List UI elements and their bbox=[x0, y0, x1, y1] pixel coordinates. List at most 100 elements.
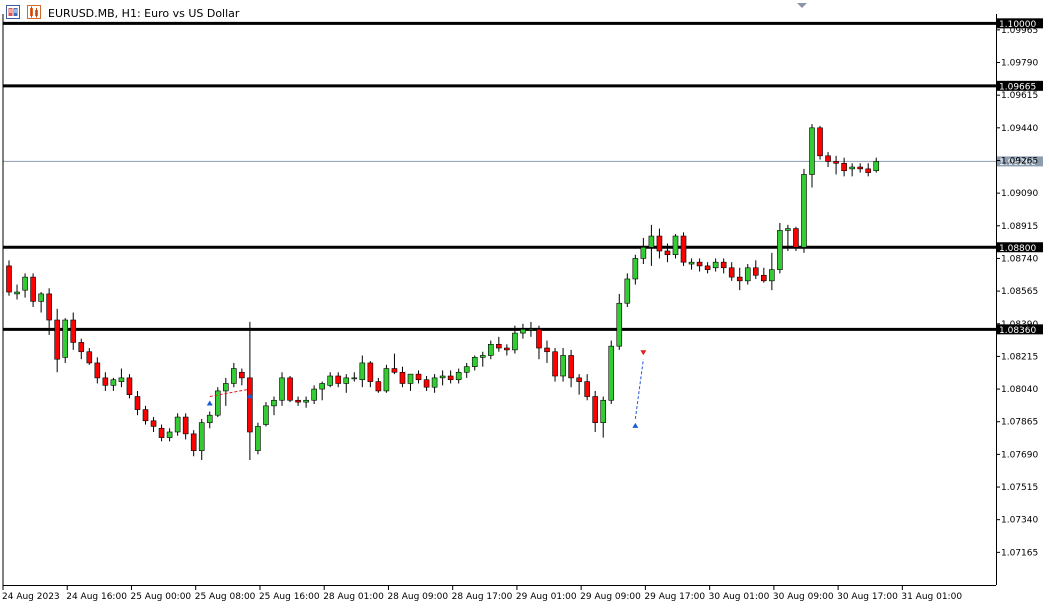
candle[interactable] bbox=[102, 372, 109, 391]
candle[interactable] bbox=[761, 267, 767, 283]
candle[interactable] bbox=[30, 273, 36, 307]
candle[interactable] bbox=[752, 260, 759, 279]
candle[interactable] bbox=[295, 396, 301, 406]
candle[interactable] bbox=[704, 262, 711, 274]
candle[interactable] bbox=[54, 308, 60, 373]
candle[interactable] bbox=[777, 222, 783, 274]
candle[interactable] bbox=[327, 372, 334, 388]
candle[interactable] bbox=[319, 381, 325, 401]
candle[interactable] bbox=[833, 155, 839, 175]
candle[interactable] bbox=[223, 377, 229, 406]
candle[interactable] bbox=[335, 372, 342, 388]
candle[interactable] bbox=[359, 355, 366, 388]
candle[interactable] bbox=[664, 243, 671, 263]
candle[interactable] bbox=[239, 368, 245, 386]
candle[interactable] bbox=[865, 163, 872, 177]
candle[interactable] bbox=[279, 372, 285, 406]
candle[interactable] bbox=[463, 362, 470, 378]
candle[interactable] bbox=[487, 340, 494, 360]
candle[interactable] bbox=[70, 312, 77, 350]
candle[interactable] bbox=[656, 228, 663, 259]
candle[interactable] bbox=[447, 370, 454, 384]
candle[interactable] bbox=[496, 336, 502, 352]
candle[interactable] bbox=[712, 258, 719, 272]
candle[interactable] bbox=[158, 424, 165, 442]
candle[interactable] bbox=[769, 252, 775, 291]
candle[interactable] bbox=[247, 321, 253, 460]
candle[interactable] bbox=[86, 348, 93, 365]
candle[interactable] bbox=[680, 232, 687, 266]
candle[interactable] bbox=[46, 288, 52, 335]
candle[interactable] bbox=[343, 374, 350, 393]
candle[interactable] bbox=[584, 374, 590, 401]
candle[interactable] bbox=[134, 390, 141, 416]
candle[interactable] bbox=[255, 422, 261, 455]
trade-levels-icon[interactable] bbox=[27, 5, 41, 19]
candle[interactable] bbox=[592, 390, 598, 432]
candle[interactable] bbox=[536, 325, 542, 360]
candle[interactable] bbox=[728, 262, 735, 281]
candle[interactable] bbox=[22, 273, 28, 298]
candle[interactable] bbox=[126, 374, 133, 399]
candle[interactable] bbox=[110, 377, 117, 391]
candle[interactable] bbox=[423, 376, 430, 391]
candle[interactable] bbox=[190, 430, 197, 457]
candle[interactable] bbox=[736, 267, 743, 291]
candle[interactable] bbox=[528, 321, 534, 337]
candle[interactable] bbox=[287, 376, 293, 403]
candle[interactable] bbox=[231, 362, 237, 388]
candle[interactable] bbox=[785, 224, 791, 251]
candle[interactable] bbox=[672, 234, 679, 259]
candle[interactable] bbox=[383, 364, 390, 393]
candle[interactable] bbox=[640, 237, 647, 265]
candle[interactable] bbox=[544, 340, 550, 363]
candle[interactable] bbox=[600, 396, 607, 438]
candle[interactable] bbox=[367, 361, 374, 388]
buy-arrow-icon[interactable] bbox=[206, 400, 213, 406]
candle[interactable] bbox=[624, 273, 631, 307]
candle[interactable] bbox=[182, 413, 189, 440]
candle[interactable] bbox=[150, 417, 157, 432]
candle[interactable] bbox=[214, 387, 221, 418]
candle[interactable] bbox=[648, 224, 655, 266]
candle[interactable] bbox=[809, 124, 815, 188]
candle[interactable] bbox=[263, 402, 269, 427]
candle[interactable] bbox=[311, 385, 317, 404]
candle[interactable] bbox=[825, 152, 831, 168]
candle[interactable] bbox=[857, 163, 863, 173]
candle[interactable] bbox=[560, 348, 566, 382]
candle[interactable] bbox=[688, 258, 695, 270]
candle[interactable] bbox=[455, 368, 462, 384]
candle[interactable] bbox=[873, 157, 880, 173]
candle[interactable] bbox=[415, 370, 422, 384]
candle[interactable] bbox=[198, 418, 205, 460]
candle[interactable] bbox=[744, 264, 751, 285]
candle[interactable] bbox=[351, 372, 358, 382]
candle[interactable] bbox=[94, 357, 101, 384]
candle[interactable] bbox=[720, 258, 727, 274]
chart-shift-icon[interactable] bbox=[797, 3, 807, 8]
candle[interactable] bbox=[38, 292, 44, 313]
candle[interactable] bbox=[552, 348, 558, 382]
candle[interactable] bbox=[206, 411, 213, 429]
candle[interactable] bbox=[399, 366, 406, 388]
buy-arrow-icon[interactable] bbox=[246, 393, 253, 399]
sell-arrow-icon[interactable] bbox=[640, 350, 647, 356]
candle[interactable] bbox=[801, 168, 807, 253]
candle[interactable] bbox=[439, 370, 446, 386]
candle[interactable] bbox=[841, 157, 847, 177]
candle[interactable] bbox=[512, 325, 518, 354]
candle[interactable] bbox=[375, 377, 382, 393]
candle[interactable] bbox=[303, 396, 309, 408]
candle[interactable] bbox=[6, 260, 12, 296]
candle[interactable] bbox=[817, 125, 823, 160]
candle[interactable] bbox=[407, 373, 414, 391]
candle[interactable] bbox=[166, 428, 173, 442]
candle[interactable] bbox=[62, 318, 69, 363]
candle[interactable] bbox=[849, 163, 855, 177]
candle[interactable] bbox=[142, 405, 149, 425]
candle[interactable] bbox=[78, 338, 85, 360]
candle[interactable] bbox=[118, 368, 125, 388]
